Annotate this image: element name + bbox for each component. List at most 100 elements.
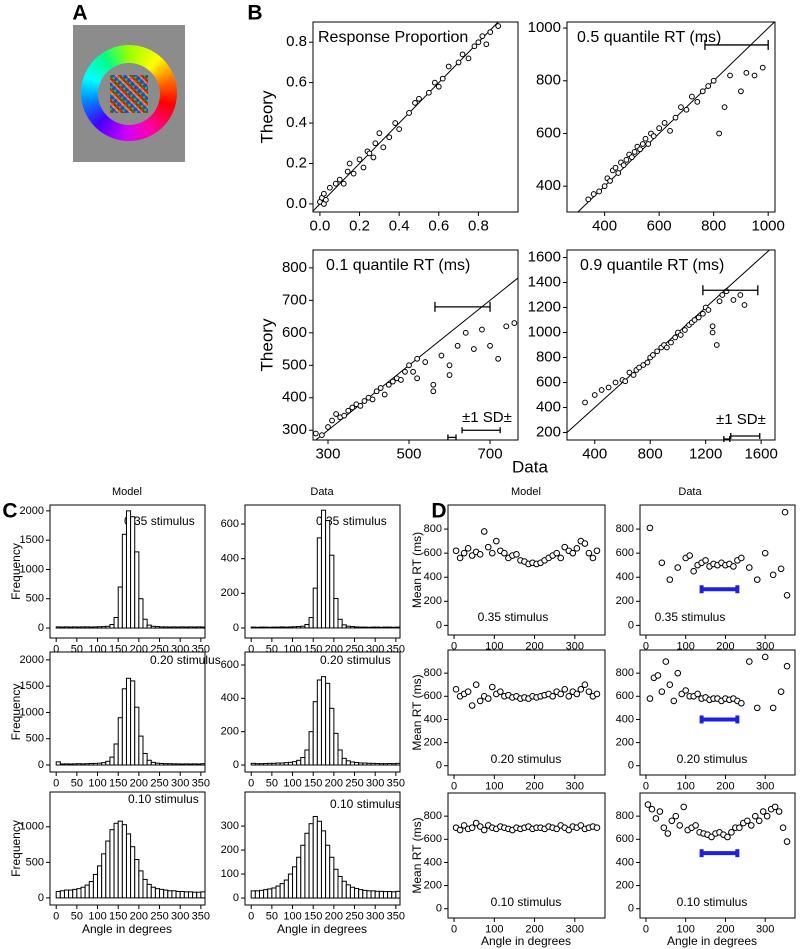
hist-bar (130, 516, 136, 629)
hist-bar (362, 626, 368, 629)
data-point (620, 162, 627, 168)
data-point (483, 41, 490, 48)
hist-bar (358, 889, 364, 899)
data-point (553, 549, 560, 557)
data-point (319, 432, 325, 439)
x-tick-label: 200 (325, 911, 343, 923)
hist-bar (146, 759, 152, 766)
data-point (370, 154, 377, 161)
data-point (628, 154, 635, 161)
data-point (753, 576, 761, 583)
data-point (459, 51, 466, 58)
x-tick-label: 300 (756, 641, 774, 653)
y-axis-label: Mean RT (ms) (410, 817, 424, 893)
hist-bar (378, 626, 384, 629)
data-point (373, 388, 380, 395)
hist-bar (250, 890, 256, 899)
data-point (640, 362, 647, 368)
plot-frame (447, 504, 606, 636)
hist-bar (374, 890, 380, 899)
data-point (753, 704, 761, 712)
y-tick-label: 600 (221, 659, 239, 671)
y-tick-label: 600 (424, 833, 442, 845)
x-tick-label: 500 (397, 445, 422, 462)
hist-bar (167, 763, 173, 766)
data-point (344, 168, 351, 175)
hist-bar (183, 891, 189, 899)
data-point (650, 352, 656, 358)
y-tick-label: 100 (221, 868, 239, 880)
hist-bar (121, 533, 127, 629)
x-tick-label: 50 (266, 911, 278, 923)
hist-bar (196, 626, 202, 629)
data-point (332, 180, 339, 187)
hist-bar (366, 626, 372, 629)
hist-bar (387, 763, 393, 766)
data-point (460, 822, 468, 829)
hist-bar (113, 743, 119, 766)
x-tick-label: 0.4 (389, 217, 410, 234)
y-tick-label: 400 (536, 398, 561, 415)
hist-bar (55, 761, 61, 766)
y-tick-label: 800 (424, 810, 442, 822)
y-tick-label: 200 (616, 595, 634, 607)
x-tick-label: 200 (716, 641, 734, 653)
x-tick-label: 200 (130, 911, 148, 923)
data-point (668, 339, 674, 346)
y-tick-label: 1500 (20, 680, 44, 692)
hist-bar (300, 844, 306, 899)
data-point (612, 379, 619, 386)
hist-bar (341, 624, 347, 629)
y-tick-label: 1000 (20, 706, 44, 718)
hist-bar (320, 676, 327, 766)
x-tick-label: 0 (53, 911, 59, 923)
x-tick-label: 150 (304, 644, 322, 656)
y-tick-label: 600 (616, 547, 634, 559)
data-point (709, 329, 716, 336)
hist-bar (125, 677, 132, 766)
x-tick-label: 250 (345, 644, 363, 656)
hist-bar (308, 617, 314, 629)
data-point (692, 822, 699, 829)
y-axis-label: Mean RT (ms) (410, 674, 424, 750)
x-tick-label: 250 (150, 778, 168, 790)
hist-bar (134, 551, 140, 629)
hist-bar (200, 891, 206, 899)
x-tick-label: 300 (566, 641, 584, 653)
x-tick-label: 50 (71, 644, 83, 656)
data-point (658, 559, 666, 567)
stimulus-label: 0.10 stimulus (677, 895, 748, 909)
hist-bar (146, 624, 152, 629)
data-point (779, 824, 787, 832)
hist-bar (59, 763, 65, 766)
data-point (460, 549, 468, 557)
hist-bar (109, 829, 115, 899)
x-tick-label: 300 (171, 911, 189, 923)
data-point (396, 126, 403, 133)
hist-bar (250, 762, 256, 766)
hist-bar (341, 757, 347, 766)
x-tick-label: 50 (71, 778, 83, 790)
hist-bar (258, 889, 265, 899)
x-tick-label: 100 (485, 924, 503, 936)
x-tick-label: 150 (109, 644, 127, 656)
data-point (716, 298, 723, 305)
data-point (412, 99, 418, 106)
y-tick-label: 0 (233, 892, 239, 904)
x-tick-label: 0 (451, 924, 457, 936)
x-tick-label: 0 (451, 781, 457, 793)
hist-bar (97, 626, 103, 629)
hist-bar (179, 763, 185, 766)
y-tick-label: 1200 (528, 298, 561, 315)
hist-bar (267, 888, 273, 899)
data-point (593, 824, 601, 832)
hist-bar (254, 626, 260, 629)
hist-bar (333, 598, 339, 629)
x-tick-label: 1200 (689, 445, 722, 462)
x-tick-label: 400 (582, 445, 607, 462)
y-axis-label: Mean RT (ms) (410, 532, 424, 608)
hist-bar (354, 887, 360, 899)
hist-bar (80, 763, 86, 766)
data-point (468, 702, 476, 709)
